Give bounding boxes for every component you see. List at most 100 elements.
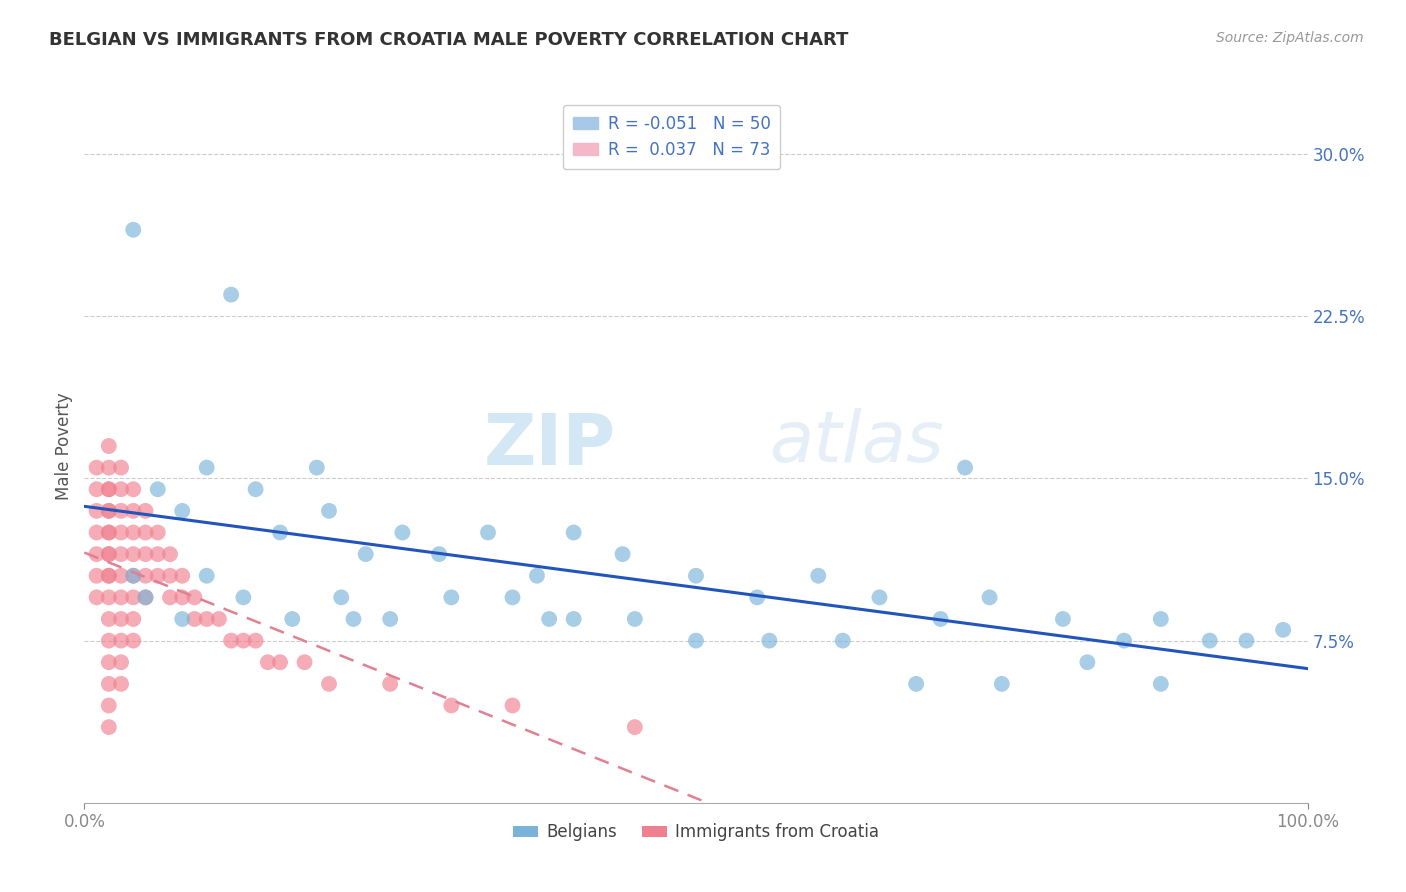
Point [685,633,707,648]
Point [219,633,242,648]
Point [1198,633,1220,648]
Point [526,568,548,582]
Point [159,547,181,561]
Point [172,591,194,605]
Point [1236,633,1258,648]
Point [122,612,145,626]
Point [232,591,254,605]
Point [97,591,120,605]
Point [758,633,780,648]
Point [97,482,120,496]
Point [624,720,647,734]
Point [122,547,145,561]
Point [86,504,108,518]
Point [208,612,231,626]
Point [195,612,218,626]
Text: atlas: atlas [769,408,943,477]
Point [612,547,634,561]
Point [391,525,413,540]
Point [122,591,145,605]
Point [1052,612,1074,626]
Point [97,439,120,453]
Point [97,504,120,518]
Point [110,460,132,475]
Point [831,633,853,648]
Point [110,655,132,669]
Point [97,525,120,540]
Point [440,591,463,605]
Point [122,504,145,518]
Point [110,504,132,518]
Point [538,612,561,626]
Point [183,591,205,605]
Point [245,482,267,496]
Point [97,547,120,561]
Point [159,591,181,605]
Point [477,525,499,540]
Point [122,633,145,648]
Point [440,698,463,713]
Point [159,568,181,582]
Point [318,504,340,518]
Point [219,287,242,301]
Point [110,612,132,626]
Point [1150,677,1173,691]
Point [97,698,120,713]
Point [1114,633,1136,648]
Point [172,568,194,582]
Point [929,612,952,626]
Point [172,504,194,518]
Point [110,591,132,605]
Point [172,612,194,626]
Point [807,568,830,582]
Point [135,591,157,605]
Point [330,591,353,605]
Point [110,633,132,648]
Point [562,612,585,626]
Point [953,460,976,475]
Point [318,677,340,691]
Point [245,633,267,648]
Point [135,568,157,582]
Point [380,612,402,626]
Point [86,482,108,496]
Point [427,547,450,561]
Point [747,591,769,605]
Point [624,612,647,626]
Point [905,677,928,691]
Point [380,677,402,691]
Point [869,591,891,605]
Point [502,698,524,713]
Point [991,677,1014,691]
Point [562,525,585,540]
Point [146,547,169,561]
Point [232,633,254,648]
Point [86,547,108,561]
Point [110,482,132,496]
Point [135,591,157,605]
Point [502,591,524,605]
Point [97,460,120,475]
Point [257,655,280,669]
Point [97,720,120,734]
Point [135,547,157,561]
Point [97,633,120,648]
Point [110,547,132,561]
Point [97,504,120,518]
Text: BELGIAN VS IMMIGRANTS FROM CROATIA MALE POVERTY CORRELATION CHART: BELGIAN VS IMMIGRANTS FROM CROATIA MALE … [49,31,849,49]
Point [1272,623,1295,637]
Point [97,655,120,669]
Legend: Belgians, Immigrants from Croatia: Belgians, Immigrants from Croatia [506,817,886,848]
Point [122,568,145,582]
Point [122,482,145,496]
Point [979,591,1001,605]
Point [86,568,108,582]
Point [305,460,328,475]
Point [97,677,120,691]
Point [97,568,120,582]
Point [183,612,205,626]
Point [97,612,120,626]
Point [97,525,120,540]
Point [122,568,145,582]
Point [86,525,108,540]
